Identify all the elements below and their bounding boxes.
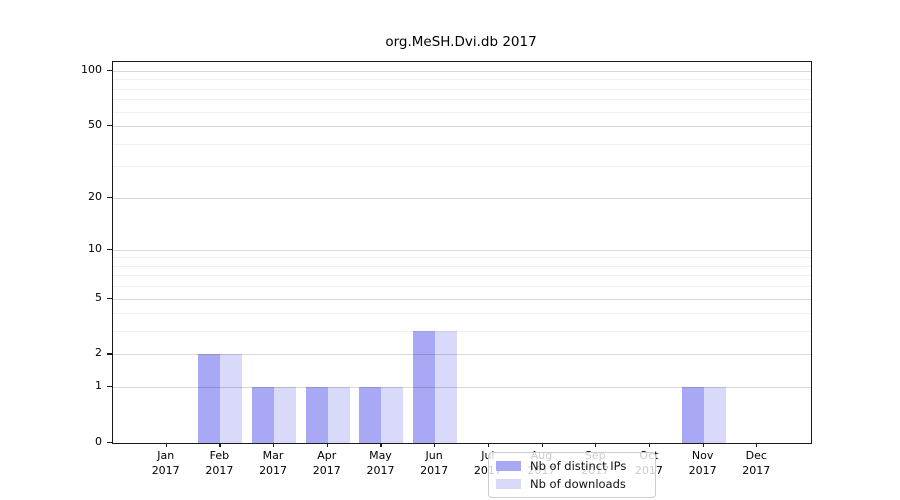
y-tick-label: 20 bbox=[88, 189, 102, 203]
plot-area: Nb of distinct IPs Nb of downloads bbox=[112, 61, 812, 498]
bar-distinct-ips-apr bbox=[305, 387, 328, 443]
y-tick-label: 1 bbox=[95, 379, 102, 393]
legend-label-downloads: Nb of downloads bbox=[530, 477, 626, 491]
y-tick-label: 10 bbox=[88, 241, 102, 255]
legend: Nb of distinct IPs Nb of downloads bbox=[488, 452, 656, 498]
y-tick-label: 5 bbox=[95, 290, 102, 304]
major-gridline bbox=[113, 387, 811, 389]
x-tick-mark bbox=[648, 443, 651, 447]
x-tick-mark bbox=[756, 443, 758, 447]
major-gridline bbox=[113, 71, 811, 73]
major-gridline bbox=[113, 197, 811, 199]
minor-gridline bbox=[113, 143, 811, 145]
minor-gridline bbox=[113, 331, 811, 333]
x-tick-mark bbox=[380, 443, 382, 447]
bar-downloads-mar bbox=[274, 387, 297, 443]
x-tick-mark bbox=[326, 443, 328, 447]
minor-gridline bbox=[113, 166, 811, 168]
x-tick-label: Mar 2017 bbox=[259, 449, 288, 477]
bar-distinct-ips-feb bbox=[198, 354, 221, 443]
minor-gridline bbox=[113, 257, 811, 259]
minor-gridline bbox=[113, 99, 811, 101]
x-tick-label: Jun 2017 bbox=[420, 449, 449, 477]
y-tick-label: 100 bbox=[81, 63, 102, 77]
x-tick-mark bbox=[487, 443, 490, 447]
x-tick-mark bbox=[595, 443, 597, 447]
bar-downloads-apr bbox=[327, 387, 350, 443]
x-tick-mark bbox=[219, 443, 221, 447]
y-tick-mark bbox=[107, 70, 112, 72]
y-tick-label: 2 bbox=[95, 346, 102, 360]
x-tick-label: May 2017 bbox=[366, 449, 395, 477]
y-tick-mark bbox=[107, 353, 112, 355]
x-tick-label: Apr 2017 bbox=[312, 449, 341, 477]
x-tick-label: Jan 2017 bbox=[151, 449, 180, 477]
x-tick-mark bbox=[165, 443, 167, 447]
bar-distinct-ips-may bbox=[359, 387, 382, 443]
major-gridline bbox=[113, 126, 811, 128]
y-tick-mark bbox=[107, 386, 112, 388]
bar-downloads-jun bbox=[435, 331, 458, 443]
bar-distinct-ips-nov bbox=[681, 387, 704, 443]
y-tick-mark bbox=[107, 196, 112, 198]
y-tick-label: 50 bbox=[88, 118, 102, 132]
legend-swatch-downloads bbox=[496, 479, 521, 489]
bar-downloads-feb bbox=[220, 354, 243, 443]
y-tick-mark bbox=[107, 297, 112, 299]
y-tick-mark bbox=[107, 442, 112, 444]
minor-gridline bbox=[113, 88, 811, 90]
y-tick-mark bbox=[107, 248, 112, 250]
bar-distinct-ips-mar bbox=[252, 387, 275, 443]
minor-gridline bbox=[113, 79, 811, 81]
minor-gridline bbox=[113, 286, 811, 288]
bar-downloads-may bbox=[381, 387, 404, 443]
major-gridline bbox=[113, 249, 811, 251]
major-gridline bbox=[113, 298, 811, 300]
legend-swatch-distinct-ips bbox=[496, 461, 521, 471]
legend-label-distinct-ips: Nb of distinct IPs bbox=[530, 459, 627, 473]
minor-gridline bbox=[113, 111, 811, 113]
major-gridline bbox=[113, 354, 811, 356]
minor-gridline bbox=[113, 275, 811, 277]
x-tick-label: Feb 2017 bbox=[205, 449, 234, 477]
bar-downloads-nov bbox=[703, 387, 726, 443]
y-tick-label: 0 bbox=[95, 435, 102, 448]
legend-item-downloads: Nb of downloads bbox=[496, 477, 648, 491]
y-tick-mark bbox=[107, 125, 112, 127]
chart-title: org.MeSH.Dvi.db 2017 bbox=[385, 34, 537, 50]
x-tick-label: Dec 2017 bbox=[742, 449, 771, 477]
x-tick-mark bbox=[273, 443, 275, 447]
bar-distinct-ips-jun bbox=[413, 331, 436, 443]
x-tick-label: Nov 2017 bbox=[688, 449, 717, 477]
x-tick-mark bbox=[434, 443, 436, 447]
minor-gridline bbox=[113, 313, 811, 315]
minor-gridline bbox=[113, 265, 811, 267]
x-tick-mark bbox=[541, 443, 543, 447]
legend-item-distinct-ips: Nb of distinct IPs bbox=[496, 459, 648, 473]
x-tick-mark bbox=[702, 443, 704, 447]
